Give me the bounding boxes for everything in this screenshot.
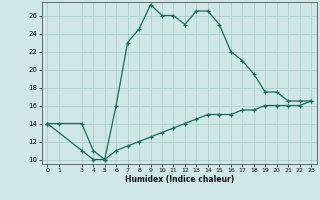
- X-axis label: Humidex (Indice chaleur): Humidex (Indice chaleur): [124, 175, 234, 184]
